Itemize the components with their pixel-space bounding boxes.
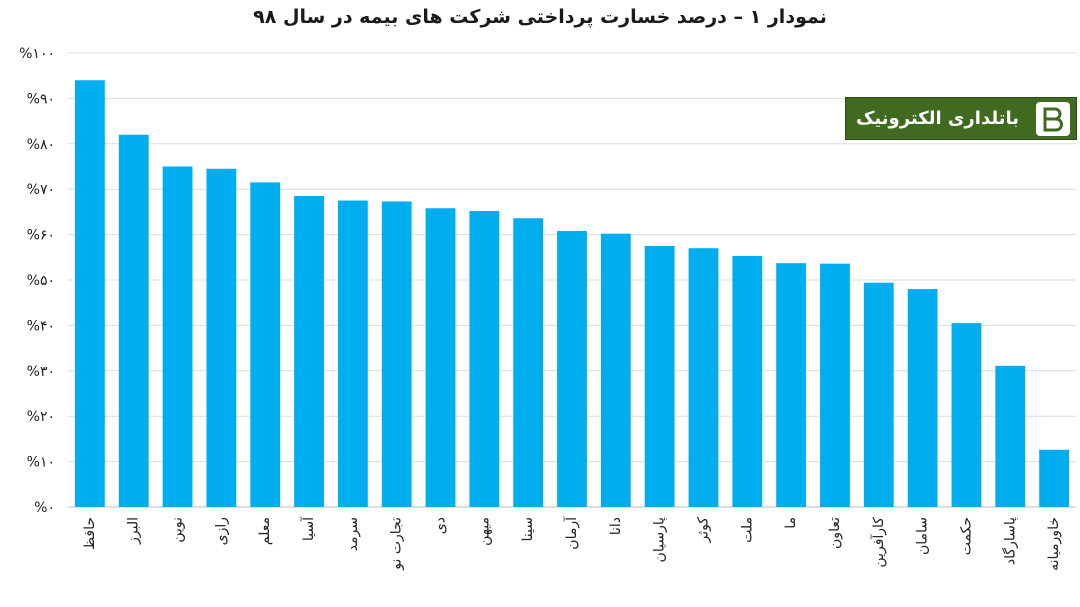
- bar: [951, 323, 982, 507]
- y-axis-ticks: %۰ %۱۰ %۲۰ %۳۰ %۴۰ %۵۰ %۶۰ %۷۰ %۸۰ %۹۰ %۱۰۰: [19, 46, 55, 516]
- y-tick-label: %۶۰: [27, 228, 55, 244]
- x-tick-label: حافظ: [82, 517, 98, 550]
- x-tick-label: پارسیان: [652, 517, 668, 563]
- watermark-text: باتلداری الکترونیک: [856, 108, 1019, 129]
- watermark-logo: باتلداری الکترونیک: [845, 97, 1077, 140]
- bar: [162, 166, 193, 507]
- y-tick-label: %۱۰۰: [19, 46, 55, 62]
- x-tick-label: کوثر: [695, 517, 711, 544]
- x-tick-label: حکمت: [958, 517, 974, 555]
- x-tick-label: کارآفرین: [870, 517, 887, 568]
- bar: [513, 218, 544, 508]
- y-tick-label: %۸۰: [27, 137, 55, 153]
- x-tick-label: دانا: [608, 517, 624, 535]
- x-tick-label: ما: [783, 517, 799, 529]
- b-logo-icon: [1036, 101, 1070, 136]
- y-tick-label: %۲۰: [27, 409, 55, 425]
- bar: [294, 196, 324, 507]
- bar: [732, 255, 763, 507]
- x-tick-label: خاورمیانه: [1046, 517, 1062, 571]
- bar: [644, 245, 675, 507]
- y-tick-label: %۹۰: [27, 91, 55, 107]
- bar: [863, 282, 894, 507]
- bar: [206, 168, 237, 507]
- bar: [600, 233, 631, 507]
- y-tick-label: %۴۰: [27, 318, 55, 334]
- bar: [907, 289, 938, 507]
- x-tick-label: تجارت نو: [389, 517, 405, 571]
- bar: [337, 200, 368, 508]
- bar: [557, 230, 587, 507]
- bar: [250, 182, 281, 507]
- x-tick-label: ملت: [739, 517, 755, 543]
- bar: [776, 263, 807, 507]
- x-tick-label: سینا: [520, 517, 536, 541]
- x-tick-label: آرمان: [563, 516, 580, 550]
- bar: [688, 248, 719, 507]
- bars: [75, 80, 1069, 508]
- bar: [425, 208, 456, 507]
- bar: [1039, 449, 1069, 507]
- x-tick-label: سرمد: [345, 517, 361, 551]
- bar: [820, 263, 850, 507]
- y-tick-label: %۱۰: [27, 455, 55, 471]
- chart-title: نمودار ۱ – درصد خسارت پرداختی شرکت های ب…: [253, 6, 827, 28]
- bar: [469, 210, 500, 507]
- bar: [118, 134, 149, 507]
- y-tick-label: %۰: [34, 500, 55, 516]
- x-tick-label: سامان: [915, 517, 931, 555]
- x-tick-label: پاسارگاد: [1001, 517, 1018, 565]
- x-tick-label: میهن: [476, 517, 492, 546]
- x-tick-label: معلم: [257, 517, 273, 545]
- x-axis-ticks: حافظ البرز نوین رازی معلم آسیا سرمد تجارت نو دی م…: [82, 516, 1062, 571]
- y-tick-label: %۳۰: [27, 364, 55, 380]
- x-tick-label: تعاون: [827, 517, 843, 549]
- x-tick-label: آسیا: [300, 516, 317, 541]
- bar: [995, 365, 1026, 507]
- bar: [75, 80, 105, 508]
- x-tick-label: دی: [433, 517, 449, 534]
- x-tick-label: البرز: [126, 517, 142, 545]
- x-tick-label: نوین: [170, 517, 186, 543]
- bar: [381, 201, 412, 507]
- y-tick-label: %۷۰: [27, 182, 55, 198]
- x-tick-label: رازی: [213, 517, 229, 545]
- y-tick-label: %۵۰: [27, 273, 55, 289]
